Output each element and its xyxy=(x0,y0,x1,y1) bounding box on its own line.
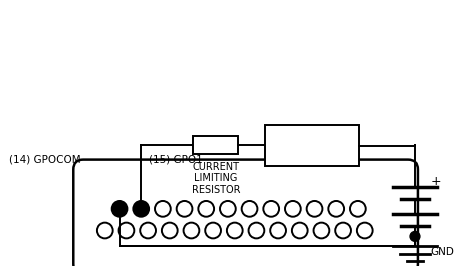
Circle shape xyxy=(140,223,156,238)
Circle shape xyxy=(269,223,285,238)
Circle shape xyxy=(226,223,242,238)
Circle shape xyxy=(285,201,300,217)
Bar xyxy=(265,125,358,166)
Circle shape xyxy=(112,201,127,217)
Circle shape xyxy=(205,223,220,238)
Circle shape xyxy=(248,223,264,238)
FancyBboxPatch shape xyxy=(73,160,417,268)
Circle shape xyxy=(349,201,365,217)
Circle shape xyxy=(409,232,419,241)
Text: +: + xyxy=(430,175,440,188)
Circle shape xyxy=(335,223,350,238)
Circle shape xyxy=(219,201,235,217)
Circle shape xyxy=(155,201,170,217)
Circle shape xyxy=(291,223,307,238)
Circle shape xyxy=(313,223,329,238)
Circle shape xyxy=(176,201,192,217)
Circle shape xyxy=(162,223,177,238)
Text: CURRENT
LIMITING
RESISTOR: CURRENT LIMITING RESISTOR xyxy=(191,162,240,195)
Circle shape xyxy=(263,201,279,217)
Text: (14) GPOCOM: (14) GPOCOM xyxy=(9,155,81,165)
Circle shape xyxy=(198,201,213,217)
Circle shape xyxy=(356,223,372,238)
Circle shape xyxy=(97,223,112,238)
Circle shape xyxy=(328,201,343,217)
Text: GND: GND xyxy=(430,247,453,257)
Circle shape xyxy=(118,223,134,238)
Text: (15) GPO1: (15) GPO1 xyxy=(149,155,202,165)
Circle shape xyxy=(183,223,199,238)
Circle shape xyxy=(133,201,149,217)
Circle shape xyxy=(306,201,322,217)
Circle shape xyxy=(241,201,257,217)
Text: CUSTOMER
DEVICE: CUSTOMER DEVICE xyxy=(279,135,343,157)
Bar xyxy=(193,136,237,154)
